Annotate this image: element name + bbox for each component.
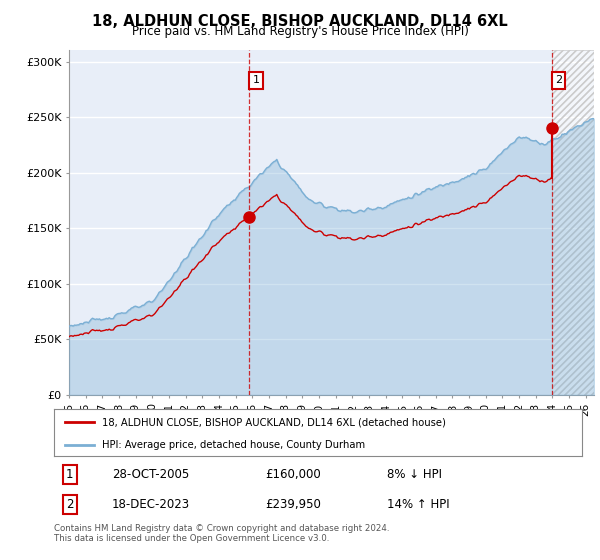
Text: £239,950: £239,950 [265, 498, 321, 511]
Text: 18, ALDHUN CLOSE, BISHOP AUCKLAND, DL14 6XL (detached house): 18, ALDHUN CLOSE, BISHOP AUCKLAND, DL14 … [101, 417, 445, 427]
Text: 1: 1 [253, 76, 260, 85]
Text: Price paid vs. HM Land Registry's House Price Index (HPI): Price paid vs. HM Land Registry's House … [131, 25, 469, 38]
Bar [551, 50, 594, 395]
Text: Contains HM Land Registry data © Crown copyright and database right 2024.
This d: Contains HM Land Registry data © Crown c… [54, 524, 389, 543]
Bar [551, 50, 594, 395]
Text: 2: 2 [66, 498, 74, 511]
Text: 18, ALDHUN CLOSE, BISHOP AUCKLAND, DL14 6XL: 18, ALDHUN CLOSE, BISHOP AUCKLAND, DL14 … [92, 14, 508, 29]
Text: 18-DEC-2023: 18-DEC-2023 [112, 498, 190, 511]
Text: 28-OCT-2005: 28-OCT-2005 [112, 468, 190, 481]
Text: 2: 2 [555, 76, 562, 85]
Text: HPI: Average price, detached house, County Durham: HPI: Average price, detached house, Coun… [101, 440, 365, 450]
Text: 8% ↓ HPI: 8% ↓ HPI [386, 468, 442, 481]
Text: 1: 1 [66, 468, 74, 481]
Text: 14% ↑ HPI: 14% ↑ HPI [386, 498, 449, 511]
Text: £160,000: £160,000 [265, 468, 321, 481]
